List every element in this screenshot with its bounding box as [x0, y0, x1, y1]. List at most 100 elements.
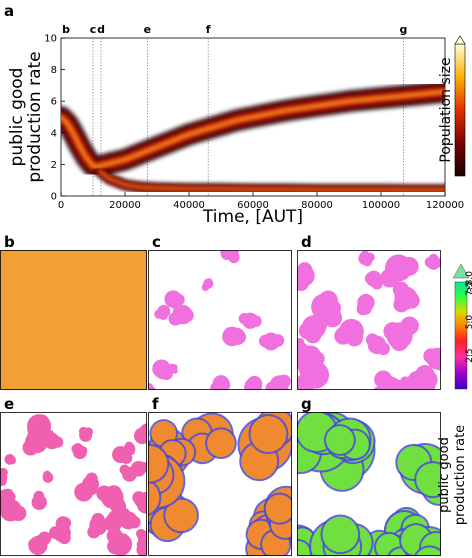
colony-cluster [356, 293, 375, 316]
colony-cluster [243, 375, 263, 390]
colony-cluster [0, 499, 27, 522]
rate-colorbar-title-line-2: production rate [453, 425, 468, 525]
x-tick-label: 40000 [173, 200, 205, 211]
panel-label-b: b [4, 233, 15, 251]
event-marker-label-d: d [97, 23, 105, 36]
colony-cluster [222, 326, 247, 347]
y-tick-label: 2 [51, 160, 57, 171]
colony-cluster [298, 315, 327, 344]
series-0-peak [61, 90, 445, 169]
colony-cluster [237, 412, 292, 482]
colony-cluster [423, 347, 441, 371]
snapshot-panel-b: b [0, 233, 147, 390]
population-colorbar [454, 43, 466, 177]
colony-cluster [164, 290, 185, 309]
colony-cluster [258, 332, 285, 351]
colorbar-arrow-icon [454, 35, 466, 45]
colony-cluster [168, 304, 194, 326]
rate-tick-label: 2.5 [465, 348, 472, 362]
colony-cluster [309, 514, 374, 556]
panel-label-a: a [4, 2, 14, 20]
colony-cluster [364, 270, 383, 290]
colony-cluster [130, 460, 147, 477]
event-marker-label-b: b [62, 23, 70, 36]
rate-colorbar: 2.5 5.0 7.5>8.0 public good production rat… [437, 263, 472, 525]
colony-cluster [27, 414, 51, 437]
colony-cluster [263, 485, 292, 540]
panel-label-c: c [152, 233, 161, 251]
snapshot-panel-d: d [297, 233, 441, 390]
y-tick-label: 6 [51, 97, 57, 108]
panel-a-heatmap: 0 20000 40000 60000 80000 100000 120000 0 2 4 6 8 10… [7, 23, 466, 227]
snapshot-frame [0, 412, 147, 556]
panel-label-d: d [301, 233, 312, 251]
colony-cluster [28, 531, 52, 556]
panel-label-g: g [301, 395, 312, 413]
x-tick-label: 100000 [362, 200, 400, 211]
colony-cluster [400, 376, 417, 390]
colony-cluster [133, 423, 147, 445]
event-marker-label-g: g [399, 23, 407, 36]
series-1-peak [98, 170, 445, 191]
rate-colorbar-title-line-1: public good [437, 437, 452, 513]
colony-cluster [210, 375, 231, 390]
x-tick-label: 20000 [109, 200, 141, 211]
colony-cluster [166, 363, 178, 374]
colony-cluster [55, 516, 72, 532]
colony-cluster [395, 443, 441, 507]
colony-cluster [358, 250, 375, 267]
rate-colorbar-bar [454, 281, 468, 390]
snapshot-panel-f: f [148, 395, 292, 556]
rate-tick-label: >8.0 [465, 271, 472, 293]
panel-label-f: f [152, 395, 159, 413]
colony-cluster [132, 491, 147, 514]
colony-cluster [424, 253, 441, 270]
colony-cluster [71, 442, 88, 460]
x-tick-label: 0 [58, 200, 64, 211]
colony-cluster [323, 417, 372, 462]
colony-cluster [365, 333, 390, 356]
snapshot-frame [297, 412, 441, 556]
colony-cluster [265, 374, 291, 390]
x-tick-label: 120000 [426, 200, 464, 211]
colony-cluster [392, 281, 420, 313]
y-axis-title-line-1: public good [7, 68, 27, 167]
snapshot-frame [148, 412, 292, 556]
colony-cluster [311, 290, 343, 328]
colony-cluster [106, 527, 133, 556]
colony-cluster [31, 490, 47, 510]
snapshot-frame [0, 250, 147, 390]
colony-cluster [74, 478, 96, 502]
event-marker-label-e: e [144, 23, 151, 36]
colony-cluster [136, 528, 147, 545]
colony-cluster [383, 316, 419, 352]
colony-cluster [112, 446, 133, 464]
event-marker-label-f: f [206, 23, 211, 36]
y-axis-title: public good production rate [7, 51, 45, 182]
y-axis-title-line-2: production rate [25, 51, 45, 182]
rate-tick-label: 5.0 [465, 315, 472, 330]
x-axis-title: Time, [AUT] [202, 207, 303, 227]
colony-cluster [96, 485, 127, 515]
colorbar-label: Population size [438, 57, 454, 162]
y-tick-label: 8 [51, 65, 57, 76]
colony-cluster [334, 318, 364, 347]
colony-cluster [364, 529, 416, 556]
snapshot-panel-e: e [0, 395, 147, 556]
snapshot-panel-c: c [148, 233, 292, 390]
snapshot-frame [297, 250, 441, 390]
colony-cluster [4, 454, 17, 465]
y-tick-label: 4 [51, 128, 57, 139]
snapshot-panel-g: g [297, 395, 441, 556]
y-tick-label: 0 [51, 192, 57, 203]
colony-cluster [154, 304, 171, 320]
colony-cluster [238, 312, 262, 329]
x-tick-label: 80000 [301, 200, 333, 211]
snapshot-panels: b c d e f g [0, 233, 441, 556]
colony-cluster [297, 341, 314, 368]
colony-cluster [42, 429, 64, 450]
event-marker-label-c: c [90, 23, 97, 36]
rate-colorbar-triangle-icon [452, 263, 470, 279]
colony-cluster [220, 250, 240, 264]
